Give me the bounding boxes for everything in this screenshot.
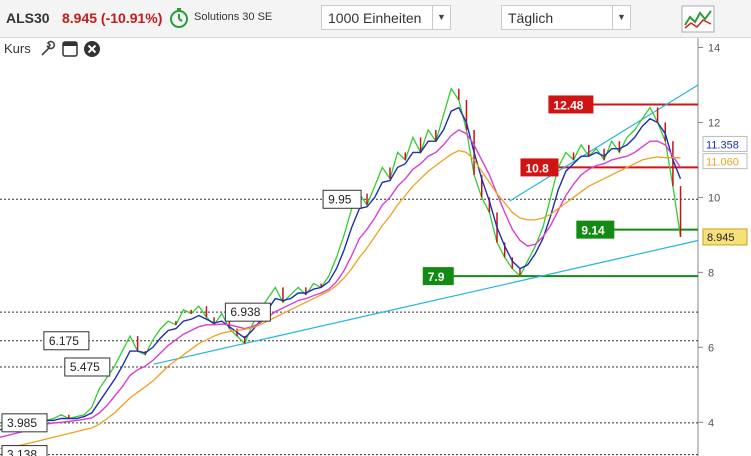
series-ma_mid	[0, 129, 682, 438]
level-label-box	[576, 220, 615, 239]
chevron-down-icon: ▼	[612, 6, 630, 29]
units-select-value: 1000 Einheiten	[328, 10, 422, 26]
y-tick-label: 10	[708, 192, 720, 204]
interval-select[interactable]: Täglich ▼	[501, 5, 631, 30]
series-ma_short	[0, 106, 682, 431]
y-tick-label: 8	[708, 267, 714, 279]
level-label-box	[224, 302, 271, 322]
level-label: 9.14	[576, 220, 615, 239]
close-icon[interactable]	[83, 40, 101, 58]
level-label-box	[1, 445, 48, 456]
level-label: 7.9	[422, 267, 454, 286]
level-label: 5.475	[64, 357, 111, 377]
top-toolbar: ALS30 8.945 (-10.91%) Solutions 30 SE 10…	[0, 0, 751, 38]
level-label: 3.138	[1, 445, 48, 456]
wrench-icon[interactable]	[38, 40, 56, 58]
chart-type-icon[interactable]	[681, 5, 715, 33]
trading-hours-label: Solutions 30 SE	[194, 11, 273, 23]
price-change: 8.945 (-10.91%)	[62, 10, 163, 26]
level-label-box	[43, 331, 90, 351]
level-label-text: 5.475	[70, 360, 100, 374]
level-label-text: 12.48	[553, 98, 583, 112]
ma-value-label: 11.358	[706, 139, 739, 151]
series-price	[0, 87, 682, 427]
interval-select-value: Täglich	[508, 10, 554, 26]
units-select[interactable]: 1000 Einheiten ▼	[321, 5, 451, 30]
ma-value-tag	[702, 153, 748, 170]
last-price-tag	[702, 228, 748, 246]
level-label: 6.175	[43, 331, 90, 351]
y-tick-label: 6	[708, 342, 714, 354]
ma-value-tag	[702, 135, 748, 152]
level-label-text: 3.985	[7, 416, 37, 430]
level-label-text: 10.8	[525, 161, 549, 175]
y-tick-label: 14	[708, 42, 720, 54]
level-label: 6.938	[224, 302, 271, 322]
price-chart[interactable]: 14 12 10 8 6 4 12.48 10.8 9.95 9.14 7.9 6.938 6.175 5…	[0, 38, 751, 456]
y-tick-label: 4	[708, 417, 714, 429]
y-tick-label: 12	[708, 117, 720, 129]
level-label-text: 6.175	[49, 334, 79, 348]
ticker-symbol: ALS30	[6, 10, 50, 26]
level-label: 3.985	[1, 413, 48, 433]
level-label-text: 3.138	[7, 448, 37, 456]
level-label-text: 9.14	[581, 224, 605, 238]
level-label-box	[520, 158, 559, 177]
clock-icon[interactable]	[168, 7, 190, 29]
level-label-box	[322, 189, 362, 209]
level-label-box	[548, 95, 594, 114]
series-label: Kurs	[4, 41, 31, 56]
level-label-box	[422, 267, 454, 286]
trend-line	[153, 239, 699, 365]
level-label: 10.8	[520, 158, 559, 177]
level-label: 12.48	[548, 95, 594, 114]
level-label-box	[1, 413, 48, 433]
chevron-down-icon: ▼	[432, 6, 450, 29]
trend-line	[509, 84, 699, 202]
level-label-text: 6.938	[230, 305, 260, 319]
level-label-text: 7.9	[428, 270, 445, 284]
level-label-text: 9.95	[328, 192, 352, 206]
level-label: 9.95	[322, 189, 362, 209]
ma-value-label: 11.060	[706, 157, 739, 169]
window-icon[interactable]	[61, 40, 79, 58]
level-label-box	[64, 357, 111, 377]
last-price-label: 8.945	[707, 232, 735, 244]
series-ma_long	[0, 149, 681, 450]
